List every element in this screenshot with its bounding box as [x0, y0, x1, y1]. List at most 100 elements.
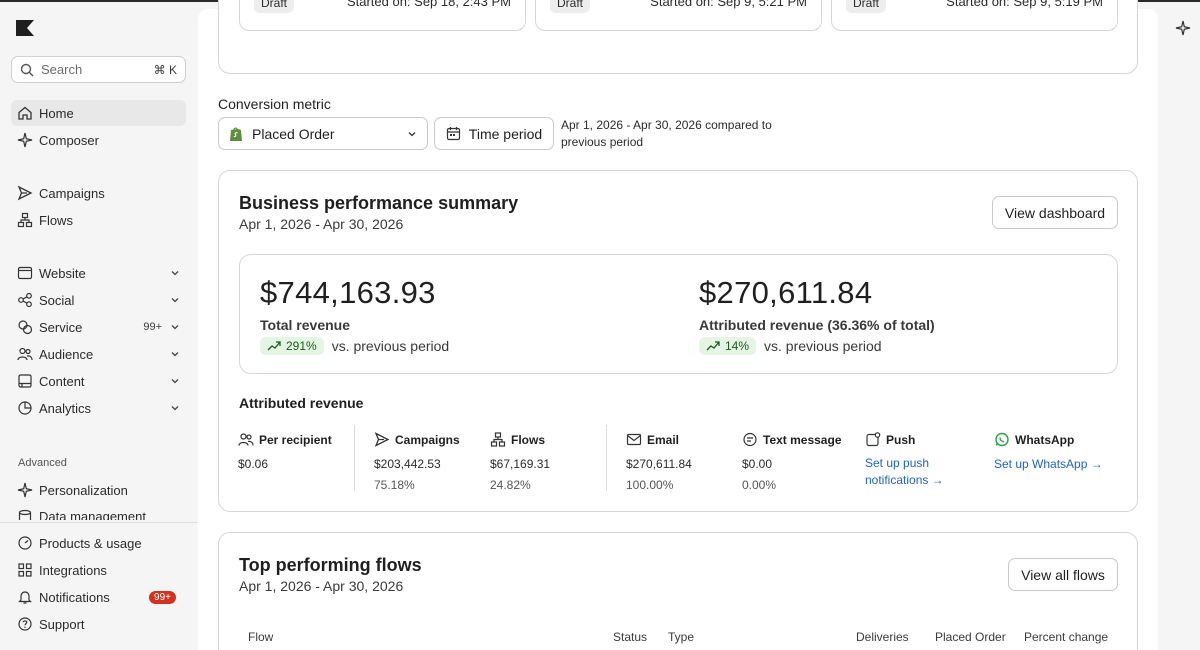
sidebar-item-label: Products & usage [39, 535, 142, 551]
column-value: $67,169.31 [490, 457, 551, 471]
attributed-revenue-label: Attributed revenue (36.36% of total) [699, 317, 935, 333]
bell-icon [18, 591, 32, 604]
help-icon [18, 617, 32, 631]
column-percent: 0.00% [742, 478, 777, 492]
sidebar-item-label: Composer [39, 132, 99, 148]
column-header-deliveries[interactable]: Deliveries [856, 630, 909, 644]
sidebar-item-label: Content [39, 373, 85, 389]
attributed-revenue-change: 14% vs. previous period [699, 337, 935, 355]
column-label: Per recipient [259, 432, 332, 447]
column-header-placed-order[interactable]: Placed Order [935, 630, 1006, 644]
chevron-down-icon [171, 379, 179, 384]
status-badge: Draft [550, 0, 591, 13]
sidebar-item-notifications[interactable]: Notifications 99+ [11, 584, 186, 610]
gauge-icon [18, 536, 32, 550]
sidebar-item-service[interactable]: Service 99+ [11, 314, 186, 340]
draft-card[interactable]: Draft Started on: Sep 9, 5:19 PM [831, 0, 1118, 31]
change-value: 14% [725, 339, 750, 353]
whatsapp-column: WhatsApp Set up WhatsApp → [994, 432, 1124, 473]
sidebar-item-label: Support [39, 616, 85, 632]
logo-icon[interactable] [16, 20, 34, 36]
view-all-flows-button[interactable]: View all flows [1008, 558, 1118, 591]
social-icon [18, 292, 32, 308]
sidebar-item-analytics[interactable]: Analytics [11, 395, 186, 421]
view-dashboard-button[interactable]: View dashboard [992, 196, 1118, 229]
sidebar-item-label: Social [39, 292, 75, 308]
setup-push-link[interactable]: Set up push notifications → [865, 455, 975, 489]
sidebar: Search ⌘ K Home Composer Campaigns Flows… [0, 2, 198, 650]
period-comparison-text: Apr 1, 2026 - Apr 30, 2026 compared to p… [561, 118, 772, 149]
per-recipient-column: Per recipient $0.06 [238, 432, 332, 472]
browser-icon [17, 266, 33, 280]
column-value: $270,611.84 [626, 457, 692, 471]
link-text: Set up WhatsApp [994, 457, 1088, 471]
chevron-down-icon [171, 271, 179, 276]
time-period-button[interactable]: Time period [434, 117, 554, 150]
card-title: Top performing flows [239, 555, 422, 575]
view-dashboard-label: View dashboard [1004, 204, 1106, 221]
started-timestamp: Started on: Sep 9, 5:21 PM [650, 0, 807, 9]
column-label: Flows [511, 432, 546, 447]
push-icon [866, 432, 881, 447]
column-divider [606, 425, 607, 491]
column-header-percent-change[interactable]: Percent change [1024, 630, 1109, 644]
sidebar-item-personalization[interactable]: Personalization [11, 477, 186, 503]
sparkle-icon[interactable] [1175, 20, 1191, 36]
column-divider [354, 425, 355, 491]
sidebar-item-data-management[interactable]: Data management [11, 504, 186, 520]
trend-up-icon [267, 341, 281, 351]
sidebar-item-label: Website [39, 265, 86, 281]
sidebar-item-home[interactable]: Home [11, 100, 186, 126]
sidebar-item-label: Personalization [39, 482, 128, 498]
draft-card[interactable]: Draft Started on: Sep 9, 5:21 PM [535, 0, 822, 31]
send-icon [374, 432, 390, 447]
attributed-revenue-value: $270,611.84 [699, 275, 873, 310]
flows-icon [17, 212, 33, 228]
sidebar-item-content[interactable]: Content [11, 368, 186, 394]
started-timestamp: Started on: Sep 18, 2:43 PM [346, 0, 511, 9]
sidebar-item-products-usage[interactable]: Products & usage [11, 530, 186, 556]
top-flows-card: Top performing flows Apr 1, 2026 - Apr 3… [218, 532, 1138, 650]
sidebar-item-website[interactable]: Website [11, 260, 186, 286]
grid-icon [18, 563, 32, 577]
column-label: WhatsApp [1015, 432, 1075, 447]
setup-whatsapp-link[interactable]: Set up WhatsApp → [994, 456, 1124, 473]
sidebar-item-audience[interactable]: Audience [11, 341, 186, 367]
column-header-status[interactable]: Status [613, 630, 648, 644]
column-header-type[interactable]: Type [668, 630, 695, 644]
conversion-metric-select[interactable]: Placed Order [218, 117, 428, 150]
selected-metric: Placed Order [252, 125, 335, 142]
column-header: Flows [490, 432, 550, 447]
sidebar-item-campaigns[interactable]: Campaigns [11, 180, 186, 206]
started-timestamp: Started on: Sep 9, 5:19 PM [946, 0, 1103, 9]
attributed-revenue-block: $270,611.84 Attributed revenue (36.36% o… [699, 275, 935, 355]
service-icon [18, 320, 33, 335]
trend-up-icon [706, 341, 720, 351]
card-date-range: Apr 1, 2026 - Apr 30, 2026 [239, 578, 404, 594]
right-rail [1158, 2, 1200, 650]
column-percent: 24.82% [490, 478, 531, 492]
status-badge: Draft [846, 0, 887, 13]
draft-card[interactable]: Draft Started on: Sep 18, 2:43 PM [239, 0, 526, 31]
sidebar-item-integrations[interactable]: Integrations [11, 557, 186, 583]
column-value: $203,442.53 [374, 457, 441, 471]
send-icon [17, 185, 33, 201]
column-header-flow[interactable]: Flow [248, 630, 274, 644]
sidebar-item-label: Campaigns [39, 185, 105, 201]
attributed-revenue-title: Attributed revenue [239, 395, 364, 411]
sidebar-item-composer[interactable]: Composer [11, 127, 186, 153]
whatsapp-icon [995, 432, 1009, 447]
sidebar-bottom-section [0, 522, 198, 650]
column-header: Campaigns [374, 432, 460, 447]
sidebar-item-flows[interactable]: Flows [11, 207, 186, 233]
search-input[interactable]: Search ⌘ K [11, 56, 186, 83]
sidebar-item-social[interactable]: Social [11, 287, 186, 313]
change-pill: 14% [699, 337, 757, 355]
service-count: 99+ [143, 321, 162, 333]
status-badge: Draft [254, 0, 295, 13]
home-icon [18, 106, 32, 120]
flows-icon [490, 432, 506, 447]
sidebar-item-support[interactable]: Support [11, 611, 186, 637]
chevron-down-icon [408, 131, 416, 136]
email-column: Email $270,611.84 100.00% [626, 432, 692, 493]
